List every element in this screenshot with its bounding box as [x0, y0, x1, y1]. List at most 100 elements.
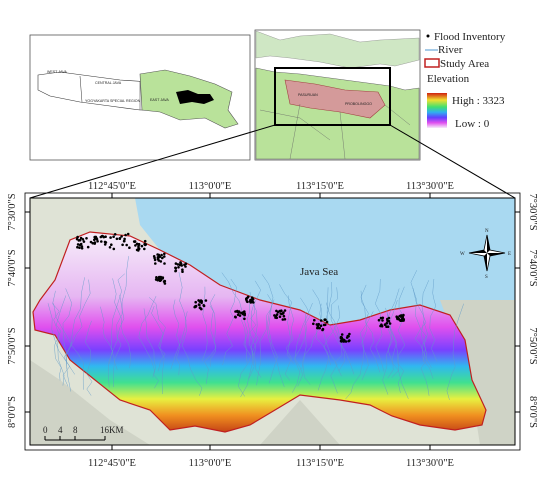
river [326, 287, 355, 375]
flood-point [396, 316, 399, 320]
flood-point [276, 310, 280, 314]
flood-point [143, 239, 147, 243]
flood-point [177, 266, 180, 269]
lon-label: 112°45'0"E [88, 458, 136, 469]
lon-label: 113°0'0"E [189, 458, 232, 469]
inset-left: WEST JAVA CENTRAL JAVA YOGYAKARTA SPECIA… [29, 34, 251, 161]
flood-point [80, 247, 84, 250]
river [300, 297, 311, 385]
lat-label: 8°0'0"S [527, 396, 538, 428]
flood-point [386, 319, 389, 323]
flood-point [82, 240, 86, 243]
flood-point [380, 324, 384, 328]
river [151, 306, 165, 395]
flood-point [243, 317, 246, 321]
river [386, 312, 404, 393]
flood-point [198, 306, 202, 310]
river [345, 311, 374, 400]
flood-point [78, 238, 82, 242]
flood-point [234, 315, 237, 319]
flood-point [174, 262, 178, 265]
flood-point [242, 311, 245, 314]
flood-point [238, 314, 242, 317]
flood-point [312, 322, 315, 326]
flood-point [163, 252, 166, 256]
province-border [79, 75, 83, 103]
flood-point [246, 300, 249, 304]
flood-point [103, 240, 107, 244]
river [319, 303, 338, 394]
scale-label: 16KM [100, 425, 124, 435]
river [221, 272, 251, 363]
flood-point [137, 247, 141, 251]
flood-point [321, 328, 324, 332]
flood-point [181, 268, 184, 272]
river [111, 273, 125, 370]
flood-point [388, 322, 392, 325]
flood-point [161, 277, 164, 280]
flood-point [154, 262, 157, 265]
flood-point [125, 243, 128, 247]
river [420, 280, 434, 379]
flood-point [76, 235, 79, 239]
flood-point [126, 232, 130, 236]
river [446, 303, 464, 400]
region-label: EAST JAVA [150, 98, 169, 102]
legend-high: High : 3323 [452, 95, 505, 107]
legend-box [424, 58, 440, 68]
main-map: Java Sea N S E W 0 4 8 16KM [24, 192, 521, 451]
river [391, 286, 406, 378]
flood-point [401, 315, 405, 319]
legend-dot [426, 34, 430, 38]
flood-point [194, 300, 197, 304]
legend-label: Study Area [440, 58, 489, 70]
river [410, 270, 427, 363]
flood-point [123, 237, 126, 241]
river [173, 299, 181, 376]
flood-point [275, 313, 279, 316]
river [209, 294, 216, 367]
legend-ramp [427, 93, 447, 128]
flood-point [78, 246, 81, 249]
flood-point [120, 235, 123, 238]
flood-point [280, 309, 283, 313]
river [100, 306, 113, 388]
zoom-line [389, 124, 516, 199]
flood-point [103, 243, 107, 246]
flood-point [100, 240, 103, 243]
flood-point [158, 277, 162, 281]
flood-point [385, 325, 388, 329]
scale-label: 0 [43, 425, 48, 435]
flood-point [160, 253, 163, 257]
flood-point [183, 263, 186, 267]
lat-label: 7°30'0"S [527, 193, 538, 230]
compass-label: E [508, 252, 511, 257]
region-label: PROBOLINGGO [345, 102, 372, 106]
flood-point [204, 299, 208, 302]
flood-point [121, 243, 124, 247]
lat-label: 7°30'0"S [7, 193, 18, 230]
flood-point [319, 319, 323, 322]
region-label: WEST JAVA [47, 70, 67, 74]
flood-point [198, 303, 201, 307]
flood-point [250, 296, 254, 300]
flood-point [109, 236, 112, 239]
flood-point [100, 234, 104, 238]
flood-point [93, 241, 97, 244]
flood-point [348, 339, 351, 342]
lon-label: 113°15'0"E [296, 458, 344, 469]
flood-point [163, 255, 166, 258]
river [330, 287, 346, 372]
map-outer-frame [24, 192, 521, 451]
compass-label: N [485, 229, 489, 234]
flood-point [324, 318, 327, 322]
island [255, 30, 420, 69]
region-label: YOGYAKARTA SPECIAL REGION [85, 99, 141, 103]
flood-point [81, 238, 85, 241]
flood-point [181, 270, 184, 274]
region-label: CENTRAL JAVA [95, 81, 122, 85]
river [52, 290, 65, 386]
river [170, 271, 187, 370]
flood-point [387, 316, 391, 320]
flood-point [154, 278, 158, 281]
